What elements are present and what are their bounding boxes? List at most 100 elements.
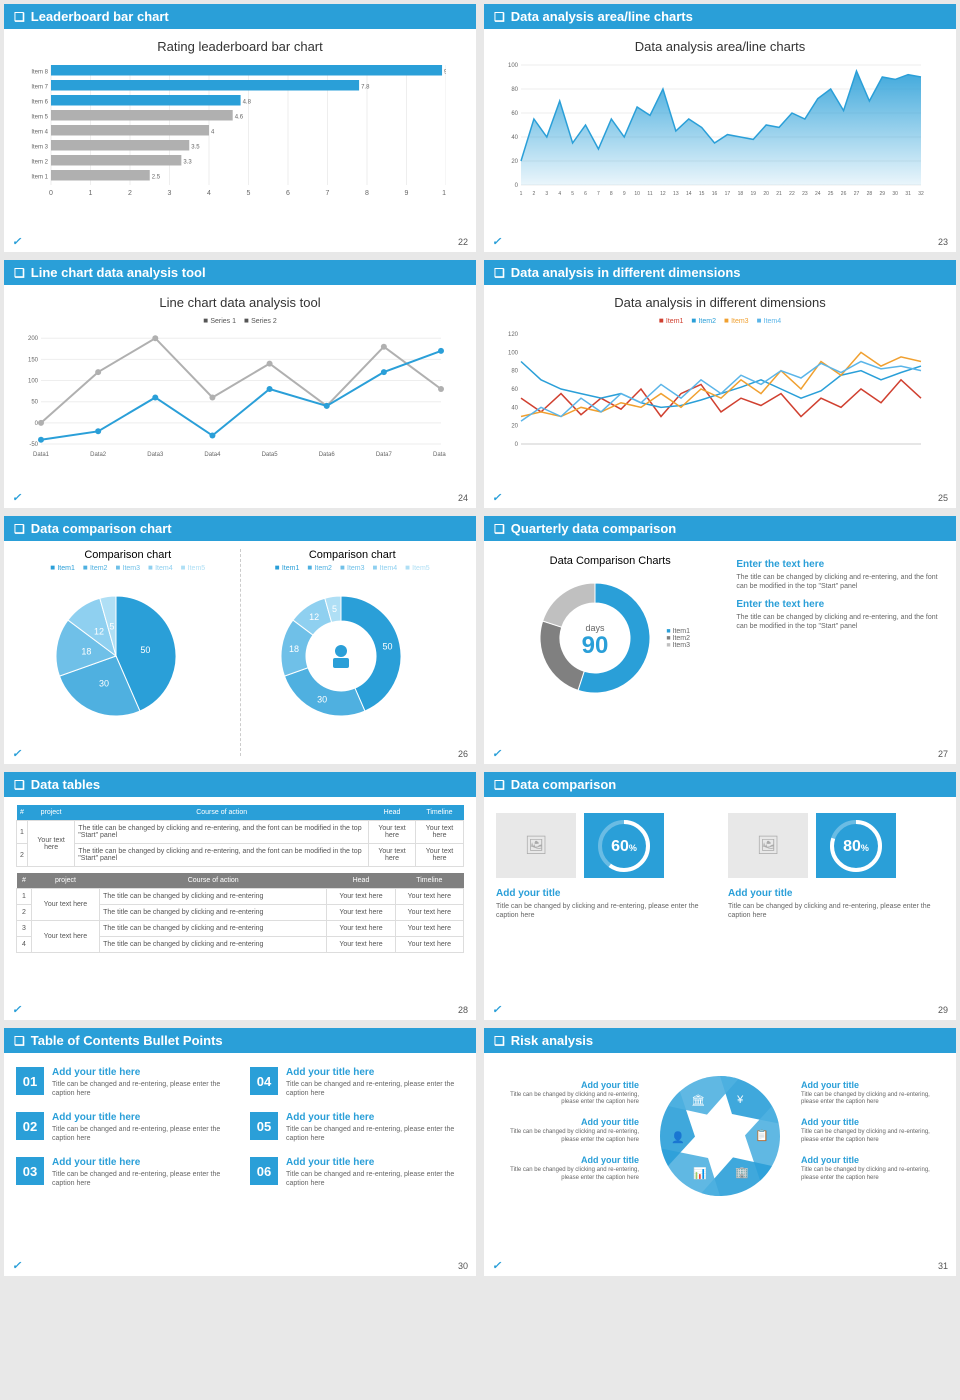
slide-title: Data comparison: [484, 772, 956, 797]
risk-right-col: Add your title Title can be changed by cl…: [801, 1080, 944, 1193]
page-num: 22: [458, 237, 468, 247]
risk-body: Title can be changed by clicking and re-…: [496, 1167, 639, 1183]
svg-text:50: 50: [140, 645, 150, 655]
svg-text:2: 2: [128, 190, 132, 197]
svg-text:16: 16: [712, 191, 718, 197]
toc-number: 06: [250, 1157, 278, 1185]
svg-text:12: 12: [660, 191, 666, 197]
svg-text:👤: 👤: [671, 1131, 685, 1144]
legend: Item1Item2Item3Item4Item5: [241, 563, 465, 572]
svg-text:0: 0: [515, 183, 519, 189]
legend: ■ Item1■ Item2■ Item3: [666, 628, 690, 649]
logo-icon: ✓: [12, 1003, 21, 1016]
svg-text:50: 50: [382, 641, 392, 651]
item-body: Title can be changed by clicking and re-…: [496, 902, 712, 920]
item-title: Add your title: [496, 888, 712, 899]
risk-title: Add your title: [801, 1117, 944, 1127]
slide-29: Data comparison 🖼 60% Add your title Title …: [484, 772, 956, 1020]
page-num: 31: [938, 1261, 948, 1271]
page-num: 29: [938, 1005, 948, 1015]
donut-title: Comparison chart: [241, 549, 465, 561]
slide-title: Data analysis in different dimensions: [484, 260, 956, 285]
toc-number: 02: [16, 1112, 44, 1140]
bar-chart: 012345678910Item 89.9Item 77.8Item 64.8I…: [16, 60, 446, 210]
svg-text:7.8: 7.8: [361, 85, 370, 91]
svg-text:3.5: 3.5: [191, 145, 200, 151]
svg-text:17: 17: [725, 191, 731, 197]
svg-text:Data8: Data8: [433, 452, 446, 458]
donut-chart: 503018125: [241, 576, 441, 726]
svg-text:18: 18: [289, 644, 299, 654]
svg-text:28: 28: [867, 191, 873, 197]
svg-text:📋: 📋: [755, 1129, 769, 1142]
svg-text:18: 18: [738, 191, 744, 197]
svg-text:18: 18: [81, 647, 91, 657]
svg-text:0: 0: [35, 421, 39, 427]
svg-text:4.6: 4.6: [235, 115, 244, 121]
svg-text:2.5: 2.5: [152, 175, 161, 181]
multi-line-chart: 020406080100120: [496, 329, 926, 469]
svg-text:32: 32: [918, 191, 924, 197]
data-table-2: #projectCourse of actionHeadTimeline1You…: [16, 873, 464, 953]
chart-title: Line chart data analysis tool: [16, 295, 464, 310]
risk-body: Title can be changed by clicking and re-…: [801, 1167, 944, 1183]
text-body: The title can be changed by clicking and…: [736, 573, 944, 591]
image-placeholder-icon: 🖼: [496, 813, 576, 878]
legend: Series 1 Series 2: [16, 316, 464, 325]
svg-text:60%: 60%: [611, 838, 637, 855]
risk-item: Add your titleTitle can be changed by cl…: [801, 1155, 944, 1183]
svg-text:5: 5: [571, 191, 574, 197]
slide-28: Data tables #projectCourse of actionHead…: [4, 772, 476, 1020]
svg-text:150: 150: [28, 357, 39, 363]
legend-item: Series 1: [203, 316, 236, 325]
toc-title: Add your title here: [286, 1157, 464, 1168]
risk-body: Title can be changed by clicking and re-…: [496, 1092, 639, 1108]
legend: Item1Item2Item3Item4Item5: [16, 563, 240, 572]
svg-text:Item 5: Item 5: [31, 115, 48, 121]
risk-item: Add your titleTitle can be changed by cl…: [496, 1155, 639, 1183]
logo-icon: ✓: [12, 1259, 21, 1272]
toc-item: 06Add your title hereTitle can be change…: [250, 1157, 464, 1188]
item-body: Title can be changed by clicking and re-…: [728, 902, 944, 920]
svg-text:1: 1: [89, 190, 93, 197]
svg-text:15: 15: [699, 191, 705, 197]
logo-icon: ✓: [492, 235, 501, 248]
risk-item: Add your titleTitle can be changed by cl…: [496, 1117, 639, 1145]
svg-text:13: 13: [673, 191, 679, 197]
logo-icon: ✓: [492, 1003, 501, 1016]
svg-text:31: 31: [905, 191, 911, 197]
logo-icon: ✓: [492, 1259, 501, 1272]
svg-text:9: 9: [405, 190, 409, 197]
image-placeholder-icon: 🖼: [728, 813, 808, 878]
svg-text:🏛: 🏛: [691, 1094, 705, 1107]
svg-text:90: 90: [582, 632, 609, 659]
svg-text:Item 4: Item 4: [31, 130, 48, 136]
svg-text:Item 2: Item 2: [31, 160, 48, 166]
text-body: The title can be changed by clicking and…: [736, 613, 944, 631]
page-num: 25: [938, 493, 948, 503]
toc-title: Add your title here: [52, 1112, 230, 1123]
page-num: 27: [938, 749, 948, 759]
svg-text:8: 8: [610, 191, 613, 197]
svg-text:26: 26: [841, 191, 847, 197]
slide-title: Table of Contents Bullet Points: [4, 1028, 476, 1053]
svg-text:Item 1: Item 1: [31, 175, 48, 181]
slide-title: Line chart data analysis tool: [4, 260, 476, 285]
svg-text:3: 3: [545, 191, 548, 197]
svg-text:12: 12: [309, 612, 319, 622]
svg-text:9: 9: [623, 191, 626, 197]
toc-title: Add your title here: [52, 1067, 230, 1078]
legend-item: Series 2: [244, 316, 277, 325]
slide-title: Risk analysis: [484, 1028, 956, 1053]
slide-24: Line chart data analysis tool Line chart…: [4, 260, 476, 508]
svg-text:20: 20: [511, 159, 518, 165]
svg-text:7: 7: [326, 190, 330, 197]
svg-text:10: 10: [442, 190, 446, 197]
svg-text:60: 60: [511, 387, 518, 393]
logo-icon: ✓: [12, 235, 21, 248]
svg-text:Item 6: Item 6: [31, 100, 48, 106]
risk-title: Add your title: [496, 1117, 639, 1127]
donut-chart: days90: [530, 573, 660, 703]
chart-title: Rating leaderboard bar chart: [16, 39, 464, 54]
logo-icon: ✓: [492, 747, 501, 760]
